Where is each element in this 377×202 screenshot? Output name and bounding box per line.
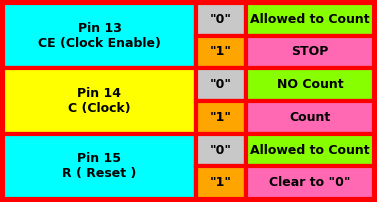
Text: Allowed to Count: Allowed to Count <box>250 143 370 157</box>
Bar <box>3 3 196 68</box>
Bar <box>196 134 246 166</box>
Bar <box>196 36 246 68</box>
Bar <box>196 166 246 199</box>
Bar <box>246 101 374 134</box>
Text: "1": "1" <box>210 45 232 59</box>
Text: Count: Count <box>290 111 331 124</box>
Bar <box>196 101 246 134</box>
Bar <box>196 68 246 101</box>
Text: "1": "1" <box>210 111 232 124</box>
Text: Pin 15
R ( Reset ): Pin 15 R ( Reset ) <box>62 152 136 180</box>
Bar <box>246 68 374 101</box>
Bar <box>246 3 374 36</box>
Text: "1": "1" <box>210 176 232 189</box>
Text: Pin 13
CE (Clock Enable): Pin 13 CE (Clock Enable) <box>38 22 161 50</box>
Text: Pin 14
C (Clock): Pin 14 C (Clock) <box>68 87 131 115</box>
Bar <box>246 36 374 68</box>
Text: "0": "0" <box>210 78 232 91</box>
Bar <box>246 166 374 199</box>
Bar <box>3 68 196 134</box>
Bar <box>196 3 246 36</box>
Text: STOP: STOP <box>291 45 329 59</box>
Text: Clear to "0": Clear to "0" <box>269 176 351 189</box>
Bar <box>3 134 196 199</box>
Text: Allowed to Count: Allowed to Count <box>250 13 370 26</box>
Text: NO Count: NO Count <box>277 78 343 91</box>
Text: "0": "0" <box>210 13 232 26</box>
Bar <box>246 134 374 166</box>
Text: "0": "0" <box>210 143 232 157</box>
